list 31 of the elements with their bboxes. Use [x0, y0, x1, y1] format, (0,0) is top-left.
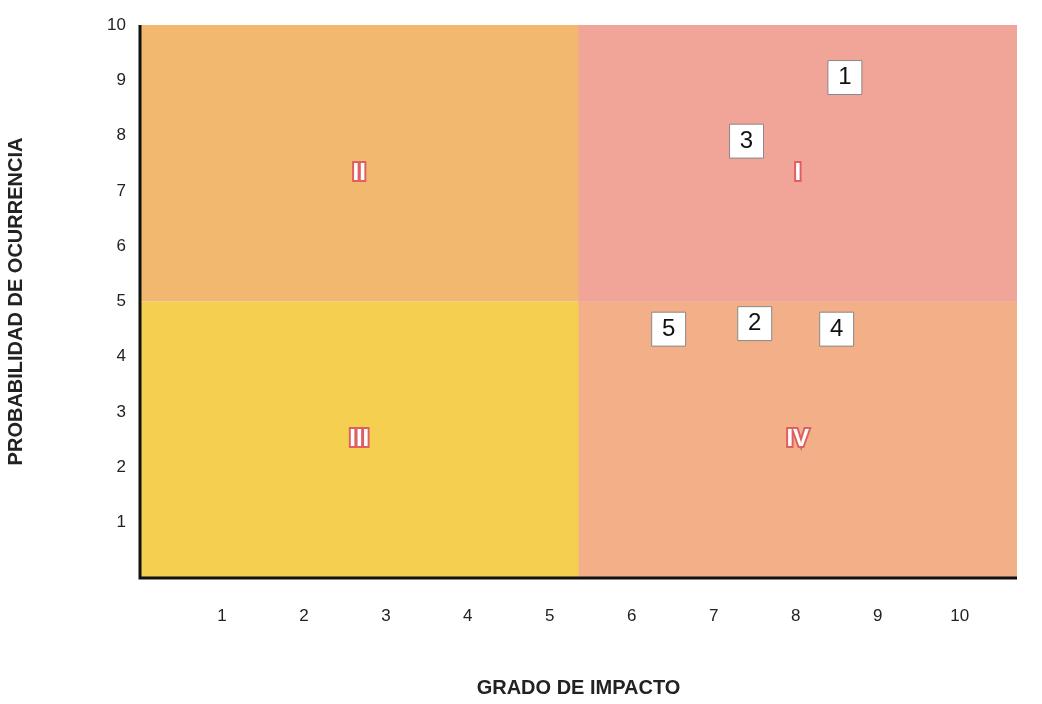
y-tick-label: 2: [116, 457, 126, 477]
annotation: 1: [838, 62, 852, 90]
y-tick-label: 4: [116, 346, 126, 366]
x-axis-title: GRADO DE IMPACTO: [476, 675, 681, 698]
y-tick-label: 9: [116, 69, 126, 89]
y-axis-title: PROBABILIDAD DE OCURRENCIA: [3, 137, 26, 466]
y-tick-label: 7: [116, 180, 126, 200]
x-tick-label: 3: [381, 605, 391, 625]
annotation: 2: [748, 308, 762, 336]
y-tick-label: 10: [107, 14, 126, 34]
annotation: II: [352, 157, 366, 185]
annotation: IV: [786, 424, 810, 452]
y-tick-label: 5: [116, 291, 126, 311]
annotation: 4: [830, 313, 844, 341]
y-tick-label: 3: [116, 401, 126, 421]
annotation: 3: [739, 125, 754, 153]
x-tick-label: 10: [950, 605, 970, 625]
y-tick-label: 8: [116, 125, 126, 145]
x-tick-label: 5: [545, 605, 555, 625]
x-tick-label: 2: [299, 605, 309, 625]
y-tick-label: 6: [116, 235, 126, 255]
x-tick-label: 1: [217, 605, 227, 625]
annotation: III: [349, 424, 370, 452]
x-tick-label: 6: [627, 605, 637, 625]
annotation: 5: [661, 313, 676, 341]
x-tick-label: 9: [872, 605, 883, 625]
y-tick-label: 1: [116, 512, 126, 532]
x-tick-label: 8: [790, 605, 801, 625]
annotation: I: [794, 157, 802, 185]
x-tick-label: 4: [463, 605, 473, 625]
x-tick-label: 7: [709, 605, 719, 625]
